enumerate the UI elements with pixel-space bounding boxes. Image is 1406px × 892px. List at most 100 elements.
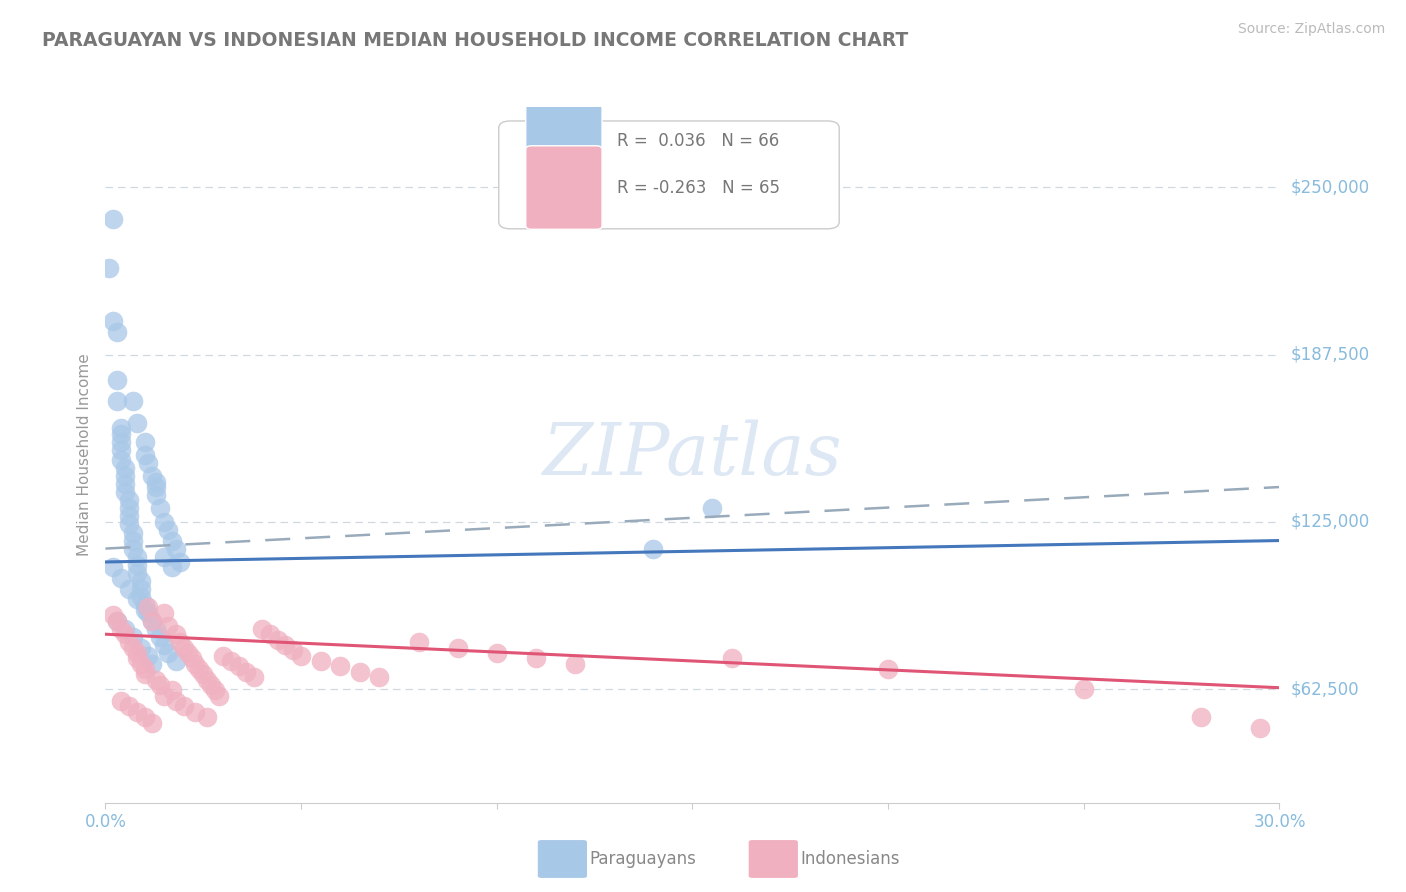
Point (121, 394, 143, 409)
Text: $125,000: $125,000 (1291, 513, 1369, 531)
Point (129, 582, 152, 596)
Point (134, 434, 156, 449)
Point (153, 549, 176, 564)
Point (129, 657, 152, 671)
Point (266, 632, 288, 647)
Point (1073, 681, 1095, 696)
Point (149, 630, 172, 644)
Point (145, 488, 167, 502)
Point (700, 501, 723, 516)
Point (165, 694, 187, 708)
Point (114, 622, 136, 636)
Point (118, 582, 141, 596)
Point (349, 665, 371, 679)
Point (110, 694, 132, 708)
FancyBboxPatch shape (526, 145, 602, 229)
Point (134, 667, 156, 681)
Point (129, 574, 152, 588)
Point (134, 603, 156, 617)
Text: ZIPatlas: ZIPatlas (543, 419, 842, 491)
Point (118, 635, 141, 649)
Point (121, 630, 143, 644)
Point (149, 501, 172, 516)
Point (125, 416, 148, 430)
Point (110, 426, 132, 441)
Point (141, 614, 163, 628)
Point (134, 598, 156, 612)
Point (446, 640, 468, 655)
Point (157, 523, 180, 537)
Text: $250,000: $250,000 (1291, 178, 1369, 196)
Point (114, 469, 136, 483)
Point (110, 622, 132, 636)
Point (121, 640, 143, 655)
Point (153, 638, 176, 652)
Point (173, 699, 195, 714)
Point (134, 710, 156, 724)
Point (259, 627, 281, 641)
Y-axis label: Median Household Income: Median Household Income (76, 353, 91, 557)
Point (114, 461, 136, 475)
Point (219, 654, 242, 668)
Point (121, 525, 143, 540)
Point (145, 480, 167, 494)
Point (118, 509, 141, 524)
Point (274, 638, 297, 652)
Point (157, 619, 180, 633)
Text: $187,500: $187,500 (1291, 345, 1369, 364)
Point (114, 485, 136, 500)
Point (103, 560, 125, 574)
Point (118, 517, 141, 532)
Point (160, 683, 183, 698)
Point (121, 533, 143, 548)
Point (110, 434, 132, 449)
Text: R = -0.263   N = 65: R = -0.263 N = 65 (617, 178, 780, 196)
Point (141, 657, 163, 671)
Point (184, 657, 207, 671)
Point (125, 549, 148, 564)
Point (105, 614, 128, 628)
Point (169, 635, 191, 649)
Text: Source: ZipAtlas.com: Source: ZipAtlas.com (1237, 22, 1385, 37)
Point (169, 555, 191, 569)
Point (329, 659, 352, 673)
Point (125, 646, 148, 660)
Point (138, 606, 160, 620)
Point (153, 515, 176, 529)
FancyBboxPatch shape (499, 121, 839, 229)
Point (138, 456, 160, 470)
Point (153, 606, 176, 620)
Point (125, 651, 148, 665)
Point (160, 533, 183, 548)
Point (720, 651, 742, 665)
Point (129, 640, 152, 655)
Point (114, 477, 136, 491)
Point (283, 643, 305, 657)
Point (118, 493, 141, 508)
Point (180, 651, 202, 665)
Point (195, 673, 218, 687)
Point (204, 683, 226, 698)
Point (138, 648, 160, 663)
Point (125, 592, 148, 607)
Text: PARAGUAYAN VS INDONESIAN MEDIAN HOUSEHOLD INCOME CORRELATION CHART: PARAGUAYAN VS INDONESIAN MEDIAN HOUSEHOL… (42, 31, 908, 50)
Point (105, 394, 128, 409)
Point (195, 710, 218, 724)
Point (118, 501, 141, 516)
Point (114, 627, 136, 641)
Point (211, 648, 233, 663)
Point (98, 260, 121, 275)
Point (157, 646, 180, 660)
Point (564, 657, 586, 671)
Point (643, 541, 665, 556)
Point (145, 475, 167, 489)
Point (125, 566, 148, 580)
Point (134, 448, 156, 462)
Point (188, 662, 211, 676)
Point (129, 590, 152, 604)
Point (141, 469, 163, 483)
Point (1189, 710, 1212, 724)
Text: R =  0.036   N = 66: R = 0.036 N = 66 (617, 132, 779, 150)
Point (134, 662, 156, 676)
Point (110, 421, 132, 435)
